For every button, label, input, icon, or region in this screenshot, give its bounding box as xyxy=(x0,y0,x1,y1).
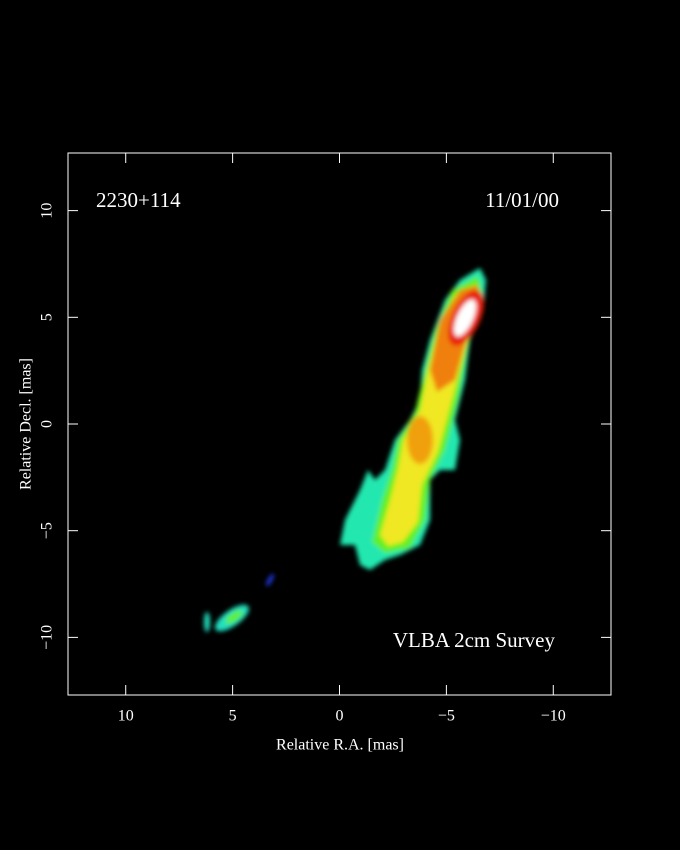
radio-map xyxy=(204,268,486,632)
epoch: 11/01/00 xyxy=(485,188,559,212)
y-tick-label: 10 xyxy=(39,203,56,219)
x-tick-label: −5 xyxy=(438,708,455,725)
y-tick-label: −5 xyxy=(39,522,56,539)
x-tick-label: 10 xyxy=(118,708,134,725)
survey-label: VLBA 2cm Survey xyxy=(393,628,556,652)
y-tick-label: −10 xyxy=(39,625,56,650)
x-tick-label: 5 xyxy=(229,708,237,725)
x-axis-label: Relative R.A. [mas] xyxy=(276,737,404,754)
x-tick-label: 0 xyxy=(336,708,344,725)
source-name: 2230+114 xyxy=(96,188,181,212)
y-tick-label: 0 xyxy=(39,420,56,428)
y-axis-label: Relative Decl. [mas] xyxy=(18,358,35,490)
x-tick-label: −10 xyxy=(541,708,566,725)
y-tick-label: 5 xyxy=(39,313,56,321)
